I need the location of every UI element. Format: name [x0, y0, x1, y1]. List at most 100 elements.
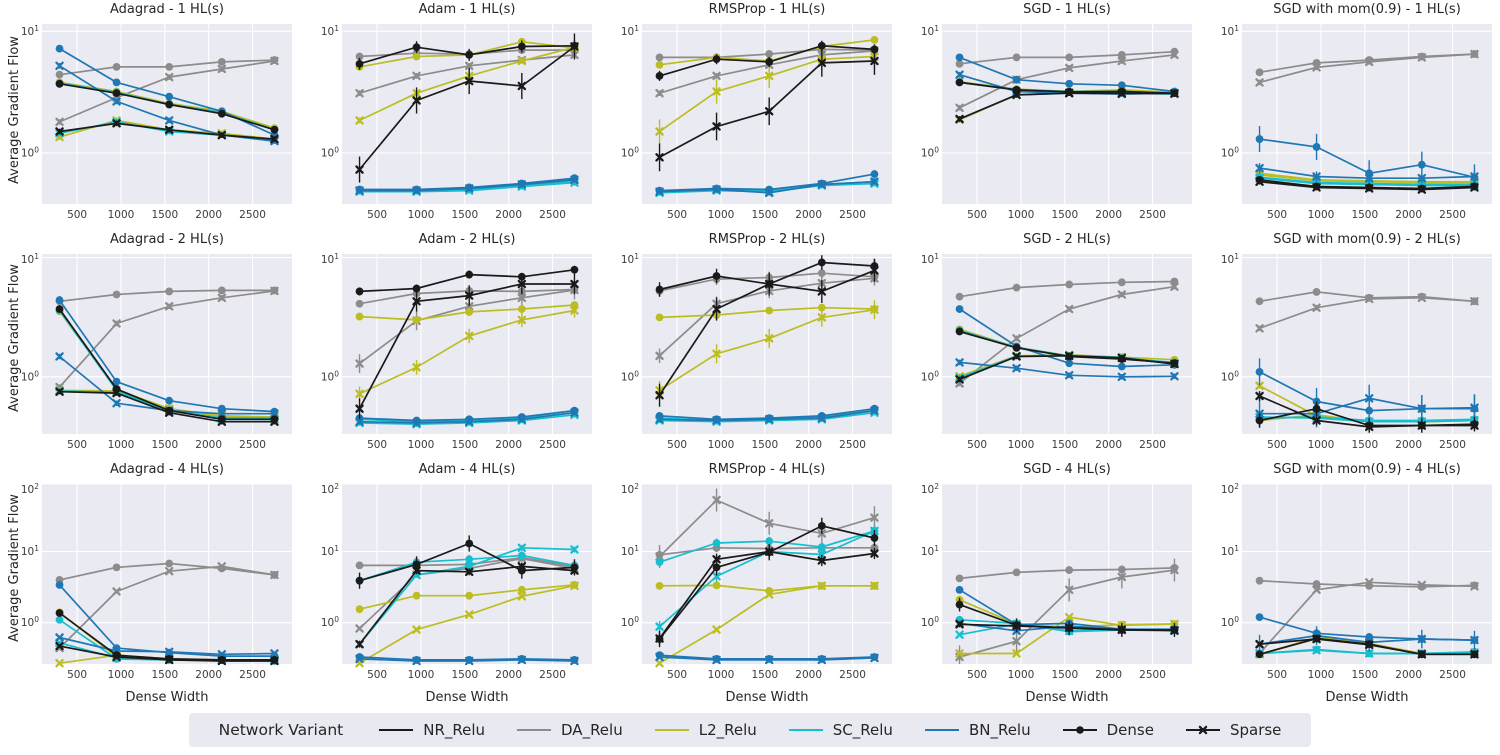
- sparse-marker: [1170, 89, 1179, 98]
- dense-marker: [412, 43, 421, 52]
- y-tick-label: 101: [1221, 544, 1239, 558]
- sparse-marker: [1117, 353, 1127, 363]
- y-tick-label: 100: [321, 369, 339, 383]
- x-tick-label: 2500: [839, 209, 866, 221]
- sparse-marker: [517, 56, 527, 66]
- sparse-marker: [570, 175, 579, 185]
- dense-marker: [817, 41, 826, 50]
- dense-marker: [1117, 362, 1126, 371]
- series-NR_Relu-dense: [355, 39, 579, 70]
- sparse-marker: [870, 653, 879, 663]
- dense-marker: [765, 537, 774, 546]
- legend-item-label: NR_Relu: [423, 721, 486, 739]
- dense-marker: [655, 71, 664, 80]
- sparse-marker: [270, 417, 279, 426]
- x-tick-label: 1000: [1308, 209, 1335, 221]
- gridlines: [1242, 483, 1492, 664]
- dense-marker: [655, 313, 664, 322]
- dense-marker: [1255, 416, 1264, 425]
- dense-marker: [1312, 143, 1321, 151]
- dense-marker: [955, 327, 964, 336]
- plot-title: Adagrad - 4 HL(s): [110, 462, 224, 477]
- x-tick-label: 2500: [539, 669, 566, 681]
- sparse-marker: [217, 64, 227, 74]
- sparse-marker: [817, 313, 827, 322]
- sparse-marker: [955, 375, 964, 384]
- sparse-marker: [1470, 650, 1479, 659]
- sparse-marker: [1255, 381, 1264, 391]
- x-tick-label: 2000: [495, 439, 522, 451]
- sparse-marker: [955, 103, 964, 113]
- y-tick-label: 101: [1221, 252, 1239, 266]
- x-tick-label: 1000: [108, 439, 135, 451]
- dense-marker: [1255, 576, 1264, 585]
- sparse-marker: [870, 266, 879, 275]
- sparse-marker: [1255, 163, 1264, 173]
- dense-marker: [765, 58, 774, 66]
- dense-marker: [55, 581, 64, 589]
- series-NR_Relu-sparse: [655, 545, 879, 645]
- sparse-marker: [112, 388, 121, 398]
- sparse-marker: [817, 581, 827, 591]
- dense-marker: [712, 539, 721, 547]
- sparse-marker: [217, 656, 227, 666]
- series-L2_Relu-sparse: [655, 581, 879, 668]
- x-tick-label: 2000: [1095, 209, 1122, 221]
- dense-marker: [112, 89, 121, 98]
- sparse-marker: [870, 305, 879, 315]
- sparse-marker: [270, 134, 279, 144]
- dense-marker: [712, 55, 721, 64]
- sparse-marker: [817, 655, 827, 665]
- series-NR_Relu-sparse: [55, 387, 279, 426]
- subplot-cell: Adagrad - 4 HL(s) 500 1000 1500 2000 2500 102 1…: [0, 460, 300, 707]
- sparse-marker: [955, 114, 964, 124]
- sparse-marker: [1470, 183, 1479, 192]
- y-tick-label: 100: [21, 615, 39, 629]
- series-DA_Relu-dense: [1255, 576, 1479, 591]
- sparse-marker: [1470, 403, 1479, 412]
- sparse-marker: [817, 180, 827, 189]
- sparse-marker: [270, 286, 279, 296]
- dense-marker: [270, 125, 279, 134]
- sparse-marker: [1470, 297, 1479, 306]
- sparse-marker: [764, 71, 774, 81]
- sparse-marker: [655, 351, 664, 361]
- x-tick-label: 2500: [1139, 669, 1166, 681]
- axes-background: [642, 484, 892, 664]
- sparse-marker: [164, 655, 174, 665]
- y-tick-label: 102: [921, 482, 939, 496]
- dense-marker: [217, 109, 226, 118]
- sparse-marker: [1364, 173, 1374, 183]
- axes-background: [942, 484, 1192, 664]
- sparse-marker: [570, 581, 579, 591]
- sparse-marker: [712, 185, 721, 194]
- subplot-cell: SGD - 4 HL(s) 500 1000 1500 2000 2500 102 101 10…: [900, 460, 1200, 707]
- subplot-SGD with mom(0.9) - 1 HL(s): 500 1000 1500 2000 2500 101 100: [1221, 24, 1492, 221]
- y-axis-label-row3: Average Gradient Flow: [7, 494, 22, 642]
- plot-title: Adam - 1 HL(s): [418, 2, 516, 17]
- series-BN_Relu-sparse: [955, 358, 1179, 382]
- y-tick-label: 101: [921, 544, 939, 558]
- dense-marker: [955, 59, 964, 68]
- x-tick-label: 1000: [408, 439, 435, 451]
- series-BN_Relu-sparse: [655, 652, 879, 665]
- sparse-marker: [1417, 293, 1427, 303]
- x-axis-label: Dense Width: [1325, 690, 1409, 705]
- sparse-marker: [1417, 53, 1427, 62]
- dense-marker: [1012, 53, 1021, 62]
- sparse-marker: [712, 625, 721, 634]
- sparse-marker: [1064, 623, 1074, 633]
- sparse-marker: [1312, 416, 1321, 425]
- x-axis-label: Dense Width: [725, 690, 809, 705]
- dense-marker: [55, 70, 64, 79]
- sparse-marker: [1170, 626, 1179, 635]
- subplot-cell: Adam - 4 HL(s) 500 1000 1500 2000 2500 102 101 1…: [300, 460, 600, 707]
- sparse-marker: [655, 622, 664, 631]
- sparse-marker: [1255, 391, 1264, 401]
- dense-marker: [817, 521, 826, 530]
- dense-marker: [55, 609, 64, 617]
- dense-marker: [1012, 283, 1021, 292]
- y-tick-label: 100: [21, 369, 39, 383]
- legend-item-DA_Relu: DA_Relu: [515, 721, 623, 739]
- x-axis-label: Dense Width: [125, 690, 209, 705]
